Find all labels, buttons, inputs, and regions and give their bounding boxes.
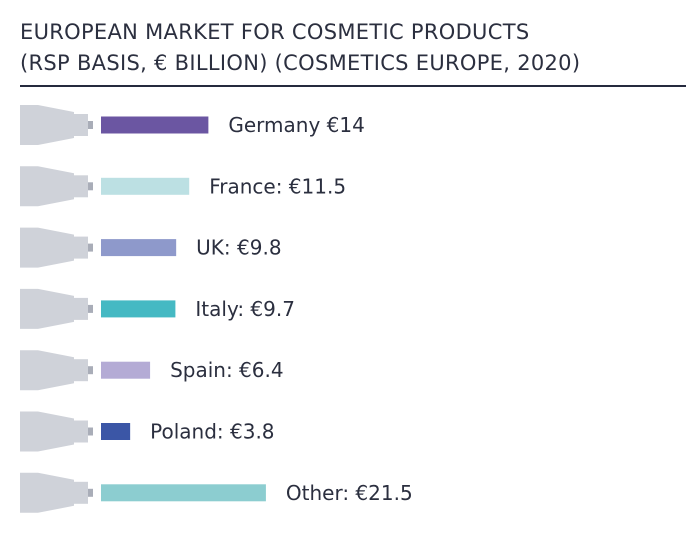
bar-label-uk: UK: €9.8: [196, 236, 281, 260]
tube-body: [20, 350, 74, 391]
tube-neck: [74, 359, 88, 382]
tube-neck: [74, 420, 88, 443]
bar-row-other: Other: €21.5: [20, 472, 413, 513]
tube-body: [20, 227, 74, 268]
cosmetic-tube-icon: [20, 227, 93, 268]
cosmetic-tube-icon: [20, 166, 93, 207]
bar-row-poland: Poland: €3.8: [20, 411, 275, 452]
bar-row-italy: Italy: €9.7: [20, 288, 295, 329]
chart-title-line-2: (RSP BASIS, € BILLION) (COSMETICS EUROPE…: [20, 51, 581, 75]
tube-cap: [88, 427, 93, 436]
bar-germany: [101, 116, 209, 134]
bar-uk: [101, 239, 177, 257]
bar-label-other: Other: €21.5: [286, 481, 413, 505]
chart-title-line-1: EUROPEAN MARKET FOR COSMETIC PRODUCTS: [20, 20, 530, 44]
tube-cap: [88, 182, 93, 191]
bar-france: [101, 177, 190, 195]
bar-label-germany: Germany €14: [228, 113, 364, 137]
cosmetic-tube-icon: [20, 350, 93, 391]
bar-spain: [101, 361, 151, 379]
tube-cap: [88, 488, 93, 497]
chart-title: EUROPEAN MARKET FOR COSMETIC PRODUCTS (R…: [20, 17, 580, 79]
tube-cap: [88, 243, 93, 252]
bar-row-uk: UK: €9.8: [20, 227, 282, 268]
tube-neck: [74, 481, 88, 504]
tube-cap: [88, 366, 93, 375]
cosmetic-tube-icon: [20, 411, 93, 452]
bar-row-france: France: €11.5: [20, 166, 346, 207]
tube-cap: [88, 121, 93, 129]
tube-cap: [88, 304, 93, 313]
tube-neck: [74, 175, 88, 198]
tube-body: [20, 472, 74, 513]
bar-label-italy: Italy: €9.7: [195, 297, 295, 321]
bar-label-france: France: €11.5: [209, 174, 346, 198]
bar-label-spain: Spain: €6.4: [170, 358, 284, 382]
tube-neck: [74, 236, 88, 259]
tube-neck: [74, 297, 88, 320]
bar-row-germany: Germany €14: [20, 105, 365, 145]
tube-body: [20, 411, 74, 452]
bar-italy: [101, 300, 176, 318]
bar-other: [101, 484, 266, 502]
bar-label-poland: Poland: €3.8: [150, 420, 274, 444]
tube-body: [20, 288, 74, 329]
bar-poland: [101, 423, 131, 440]
cosmetic-tube-icon: [20, 472, 93, 513]
tube-body: [20, 166, 74, 207]
bar-row-spain: Spain: €6.4: [20, 350, 284, 391]
tube-body: [20, 105, 74, 145]
cosmetic-tube-icon: [20, 105, 93, 145]
cosmetic-tube-icon: [20, 288, 93, 329]
title-divider: [20, 85, 686, 87]
tube-neck: [74, 114, 88, 136]
